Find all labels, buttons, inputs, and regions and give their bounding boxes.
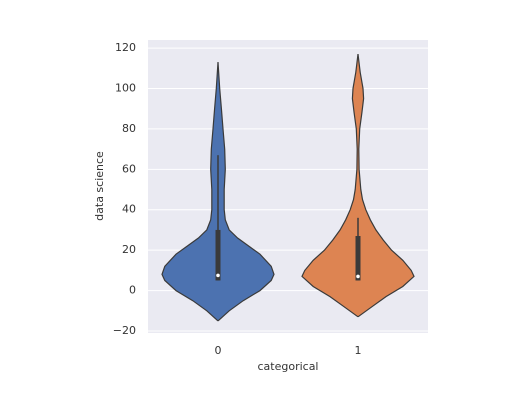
y-tick-label: −20 — [113, 324, 136, 337]
violin-body — [302, 54, 358, 317]
y-tick-label: 100 — [115, 81, 136, 94]
violin-outline — [217, 62, 275, 322]
y-tick-label: 40 — [122, 203, 136, 216]
x-axis-label: categorical — [257, 360, 318, 373]
violin-outline — [301, 54, 359, 318]
median — [356, 274, 360, 279]
violin-body — [358, 54, 414, 317]
median — [216, 273, 220, 278]
violin-outline — [161, 62, 219, 322]
y-tick-label: 0 — [129, 284, 136, 297]
x-tick-label: 0 — [215, 344, 222, 357]
y-tick-label: 20 — [122, 243, 136, 256]
y-tick-label: 120 — [115, 41, 136, 54]
violin-body — [162, 62, 218, 321]
violin-outline — [357, 54, 415, 318]
box — [355, 236, 361, 281]
violin-body — [218, 62, 274, 321]
y-tick-label: 60 — [122, 162, 136, 175]
y-tick-label: 80 — [122, 122, 136, 135]
box — [215, 229, 221, 281]
x-tick-label: 1 — [355, 344, 362, 357]
y-axis-label: data science — [93, 151, 106, 221]
